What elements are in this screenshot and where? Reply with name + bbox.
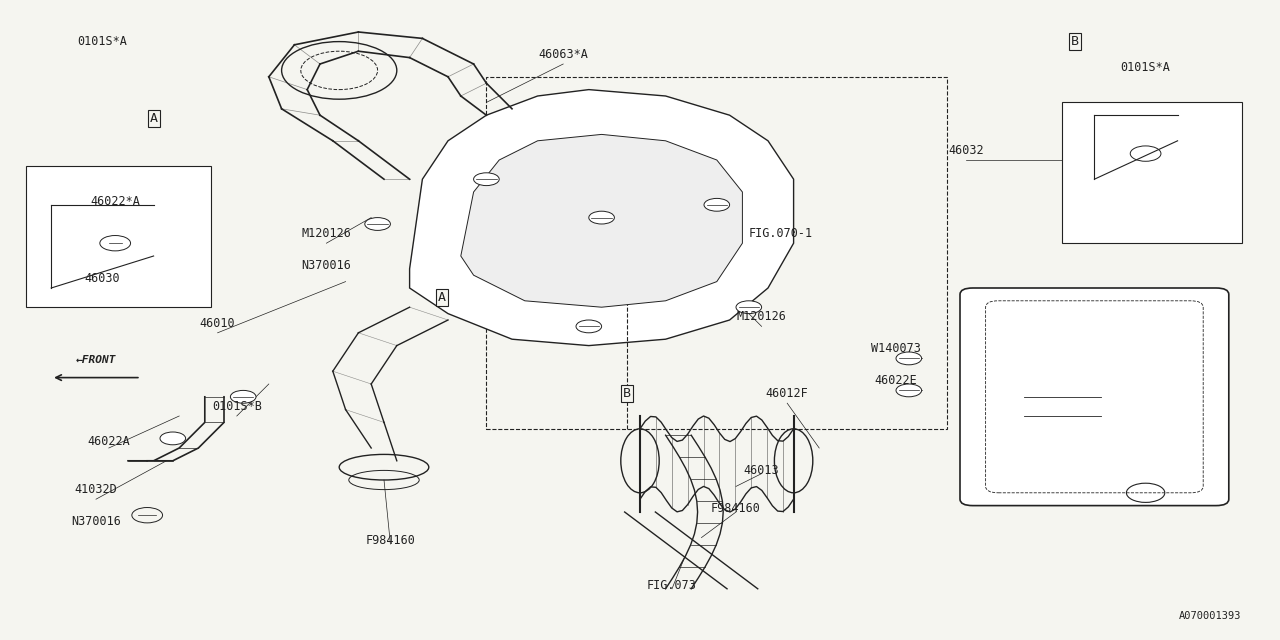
Circle shape: [736, 301, 762, 314]
Text: F984160: F984160: [366, 534, 415, 547]
Circle shape: [704, 198, 730, 211]
Text: 46012F: 46012F: [765, 387, 809, 400]
Text: 46022E: 46022E: [874, 374, 918, 387]
Text: 46022*A: 46022*A: [91, 195, 140, 208]
Text: A: A: [150, 112, 157, 125]
Text: 46022A: 46022A: [87, 435, 131, 448]
Circle shape: [230, 390, 256, 403]
FancyBboxPatch shape: [986, 301, 1203, 493]
Bar: [486, 77, 947, 429]
Circle shape: [365, 218, 390, 230]
Text: 46010: 46010: [200, 317, 236, 330]
Text: 41032D: 41032D: [74, 483, 118, 496]
Circle shape: [474, 173, 499, 186]
Text: N370016: N370016: [72, 515, 120, 528]
Circle shape: [896, 384, 922, 397]
Text: W140073: W140073: [872, 342, 920, 355]
FancyBboxPatch shape: [960, 288, 1229, 506]
Text: 0101S*B: 0101S*B: [212, 400, 261, 413]
Circle shape: [576, 320, 602, 333]
Text: M120126: M120126: [737, 310, 786, 323]
Circle shape: [160, 432, 186, 445]
Text: ←FRONT: ←FRONT: [76, 355, 116, 365]
Text: 0101S*A: 0101S*A: [1121, 61, 1170, 74]
Text: FIG.073: FIG.073: [648, 579, 696, 592]
Bar: [1062, 102, 1242, 243]
Text: A070001393: A070001393: [1179, 611, 1242, 621]
Text: 46013: 46013: [744, 464, 780, 477]
Text: F984160: F984160: [712, 502, 760, 515]
Text: 46063*A: 46063*A: [539, 48, 588, 61]
PathPatch shape: [461, 134, 742, 307]
Text: 46030: 46030: [84, 272, 120, 285]
Text: B: B: [1071, 35, 1079, 48]
Text: A: A: [438, 291, 445, 304]
Circle shape: [896, 352, 922, 365]
PathPatch shape: [410, 90, 794, 346]
Text: 46032: 46032: [948, 144, 984, 157]
Text: M120126: M120126: [302, 227, 351, 240]
Bar: [26, 166, 211, 307]
Text: N370016: N370016: [302, 259, 351, 272]
Text: 0101S*A: 0101S*A: [78, 35, 127, 48]
Text: B: B: [623, 387, 631, 400]
Circle shape: [589, 211, 614, 224]
Text: FIG.070-1: FIG.070-1: [749, 227, 813, 240]
